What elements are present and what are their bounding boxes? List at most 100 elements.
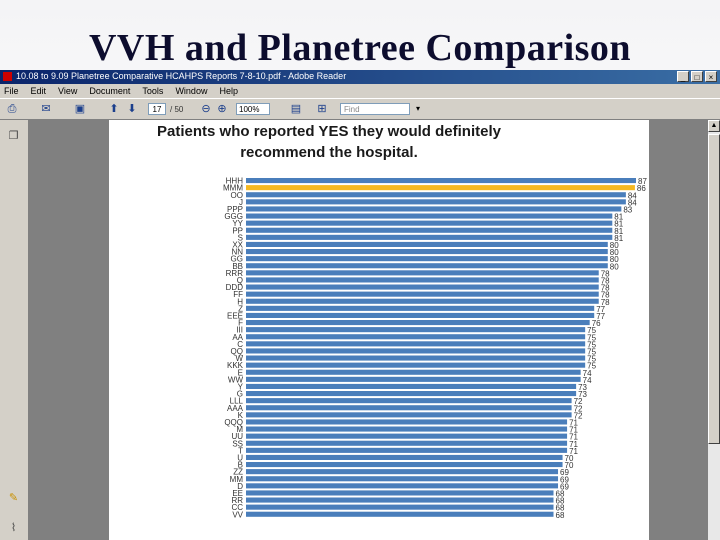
category-label: RRR: [226, 269, 244, 278]
close-button[interactable]: ×: [705, 71, 717, 82]
window-titlebar[interactable]: 10.08 to 9.09 Planetree Comparative HCAH…: [0, 70, 720, 84]
scroll-thumb[interactable]: [708, 134, 720, 444]
chart-bar: [246, 334, 586, 340]
pages-icon[interactable]: ❐: [8, 130, 19, 142]
category-label: ZZ: [233, 468, 243, 477]
zoom-select[interactable]: 100%: [236, 103, 270, 115]
zoom-out-icon[interactable]: ⊖: [201, 103, 211, 115]
paperclip-icon[interactable]: ⌇: [10, 522, 17, 534]
chart-bar: [246, 454, 563, 460]
category-label: MM: [230, 475, 244, 484]
value-label: 80: [610, 241, 619, 250]
value-label: 77: [596, 312, 605, 321]
fit-width-icon[interactable]: ⊞: [317, 103, 327, 115]
value-label: 69: [560, 475, 569, 484]
value-label: 74: [583, 376, 592, 385]
chart-bar: [246, 192, 626, 198]
category-label: PPP: [227, 205, 243, 214]
category-label: PP: [232, 226, 243, 235]
category-label: AAA: [227, 404, 244, 413]
down-arrow-icon[interactable]: ⬇: [127, 103, 137, 115]
maximize-button[interactable]: □: [691, 71, 703, 82]
category-label: UU: [231, 432, 243, 441]
category-label: AA: [232, 333, 243, 342]
fit-page-icon[interactable]: ▤: [290, 103, 302, 115]
scroll-up-button[interactable]: ▲: [708, 120, 720, 132]
category-label: EE: [232, 489, 243, 498]
value-label: 81: [614, 220, 623, 229]
value-label: 71: [569, 440, 578, 449]
chart-bar: [246, 241, 608, 247]
document-viewport[interactable]: Patients who reported YES they would def…: [29, 120, 708, 540]
vertical-scrollbar[interactable]: ▲: [708, 120, 720, 540]
value-label: 84: [628, 191, 637, 200]
chart-bar: [246, 227, 613, 233]
value-label: 81: [614, 213, 623, 222]
value-label: 78: [601, 298, 610, 307]
find-dropdown-icon[interactable]: ▾: [415, 104, 420, 113]
bar-chart: Patients who reported YES they would def…: [157, 123, 647, 520]
category-label: NN: [231, 248, 243, 257]
value-label: 78: [601, 277, 610, 286]
menu-view[interactable]: View: [58, 86, 78, 96]
menu-window[interactable]: Window: [175, 86, 208, 96]
chart-bar: [246, 305, 595, 311]
chart-bar: [246, 433, 568, 439]
zoom-in-icon[interactable]: ⊕: [217, 103, 227, 115]
value-label: 86: [637, 184, 646, 193]
category-label: BB: [232, 262, 243, 271]
navigation-panel: ❐ ✎ ⌇: [0, 120, 29, 540]
menu-bar: File Edit View Document Tools Window Hel…: [0, 84, 720, 98]
chart-bar: [246, 426, 568, 432]
value-label: 87: [638, 177, 647, 186]
print-icon[interactable]: ⎙: [7, 103, 17, 115]
chart-bar: [246, 504, 554, 510]
category-label: SS: [232, 439, 243, 448]
value-label: 71: [569, 433, 578, 442]
minimize-button[interactable]: _: [677, 71, 689, 82]
page-total: / 50: [170, 105, 184, 114]
value-label: 73: [578, 383, 587, 392]
category-label: YY: [232, 219, 243, 228]
value-label: 74: [583, 369, 592, 378]
chart-bar: [246, 483, 559, 489]
chart-bar: [246, 256, 608, 262]
category-label: Y: [238, 383, 244, 392]
value-label: 75: [587, 333, 596, 342]
value-label: 73: [578, 390, 587, 399]
menu-file[interactable]: File: [4, 86, 19, 96]
email-icon[interactable]: ✉: [41, 103, 51, 115]
category-label: VV: [232, 510, 243, 519]
up-arrow-icon[interactable]: ⬆: [109, 103, 119, 115]
chart-bar: [246, 320, 590, 326]
menu-help[interactable]: Help: [219, 86, 238, 96]
category-label: CC: [231, 503, 243, 512]
menu-tools[interactable]: Tools: [142, 86, 164, 96]
category-label: KKK: [227, 361, 244, 370]
category-label: S: [238, 233, 243, 242]
chart-bar: [246, 412, 572, 418]
chart-bar: [246, 348, 586, 354]
category-label: LLL: [230, 397, 244, 406]
value-label: 69: [560, 482, 569, 491]
category-label: H: [237, 297, 243, 306]
category-label: DDD: [226, 283, 244, 292]
chart-title-line: Patients who reported YES they would def…: [157, 123, 502, 140]
value-label: 70: [565, 454, 574, 463]
category-label: FF: [233, 290, 243, 299]
chart-bar: [246, 249, 608, 255]
category-label: HHH: [226, 177, 244, 186]
comment-icon[interactable]: ✎: [8, 492, 19, 504]
save-icon[interactable]: ▣: [74, 103, 86, 115]
value-label: 78: [601, 284, 610, 293]
page-number-input[interactable]: 17: [148, 103, 166, 115]
menu-edit[interactable]: Edit: [30, 86, 47, 96]
menu-document[interactable]: Document: [89, 86, 131, 96]
category-label: GGG: [224, 212, 243, 221]
find-input[interactable]: Find: [340, 103, 410, 115]
chart-bar: [246, 234, 613, 240]
adobe-reader-icon: [3, 72, 12, 81]
value-label: 71: [569, 426, 578, 435]
value-label: 68: [556, 511, 565, 520]
slide-title: VVH and Planetree Comparison: [88, 27, 632, 69]
